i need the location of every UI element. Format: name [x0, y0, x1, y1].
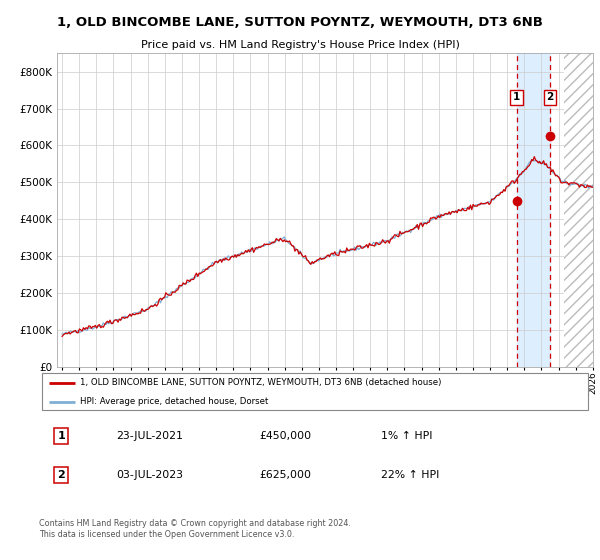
- Text: 2: 2: [57, 470, 65, 480]
- Text: £625,000: £625,000: [260, 470, 312, 480]
- Text: Price paid vs. HM Land Registry's House Price Index (HPI): Price paid vs. HM Land Registry's House …: [140, 40, 460, 50]
- Text: 1: 1: [57, 431, 65, 441]
- Text: 23-JUL-2021: 23-JUL-2021: [116, 431, 183, 441]
- Text: HPI: Average price, detached house, Dorset: HPI: Average price, detached house, Dors…: [80, 397, 269, 406]
- Text: £450,000: £450,000: [260, 431, 312, 441]
- Text: 1, OLD BINCOMBE LANE, SUTTON POYNTZ, WEYMOUTH, DT3 6NB: 1, OLD BINCOMBE LANE, SUTTON POYNTZ, WEY…: [57, 16, 543, 29]
- Bar: [563, 53, 593, 367]
- Text: 22% ↑ HPI: 22% ↑ HPI: [381, 470, 440, 480]
- Text: 03-JUL-2023: 03-JUL-2023: [116, 470, 183, 480]
- Text: 1: 1: [513, 92, 520, 102]
- Text: 1, OLD BINCOMBE LANE, SUTTON POYNTZ, WEYMOUTH, DT3 6NB (detached house): 1, OLD BINCOMBE LANE, SUTTON POYNTZ, WEY…: [80, 378, 442, 387]
- Bar: [563, 53, 593, 367]
- Text: 1% ↑ HPI: 1% ↑ HPI: [381, 431, 433, 441]
- Bar: [517, 53, 550, 367]
- Text: Contains HM Land Registry data © Crown copyright and database right 2024.
This d: Contains HM Land Registry data © Crown c…: [39, 519, 351, 539]
- Text: 2: 2: [547, 92, 554, 102]
